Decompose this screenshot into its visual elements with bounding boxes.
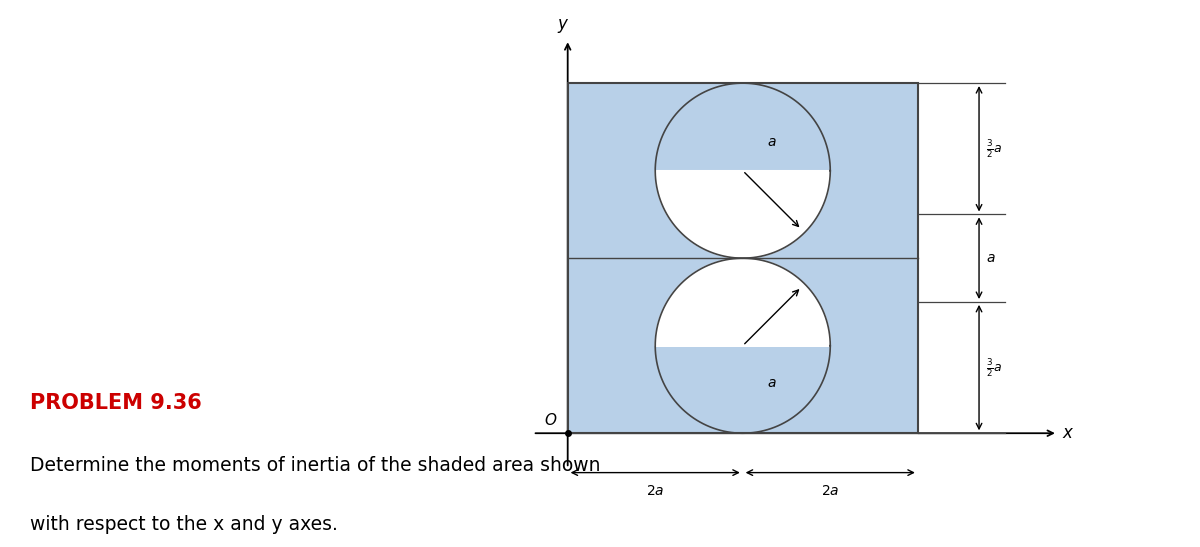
Text: $a$: $a$ [767, 376, 776, 391]
Bar [568, 83, 918, 433]
Text: PROBLEM 9.36: PROBLEM 9.36 [30, 393, 202, 413]
Text: $2a$: $2a$ [821, 484, 840, 498]
Text: $y$: $y$ [557, 17, 570, 35]
Bar [568, 83, 918, 433]
Polygon shape [655, 171, 830, 258]
Text: $a$: $a$ [767, 135, 776, 149]
Text: $O$: $O$ [544, 412, 557, 428]
Text: $\frac{3}{2}a$: $\frac{3}{2}a$ [986, 357, 1002, 379]
Text: $a$: $a$ [986, 251, 996, 265]
Text: $2a$: $2a$ [646, 484, 665, 498]
Text: Determine the moments of inertia of the shaded area shown: Determine the moments of inertia of the … [30, 456, 600, 475]
Text: $\frac{3}{2}a$: $\frac{3}{2}a$ [986, 138, 1002, 160]
Text: $x$: $x$ [1062, 424, 1075, 442]
Text: with respect to the x and y axes.: with respect to the x and y axes. [30, 515, 338, 534]
Polygon shape [655, 258, 830, 346]
